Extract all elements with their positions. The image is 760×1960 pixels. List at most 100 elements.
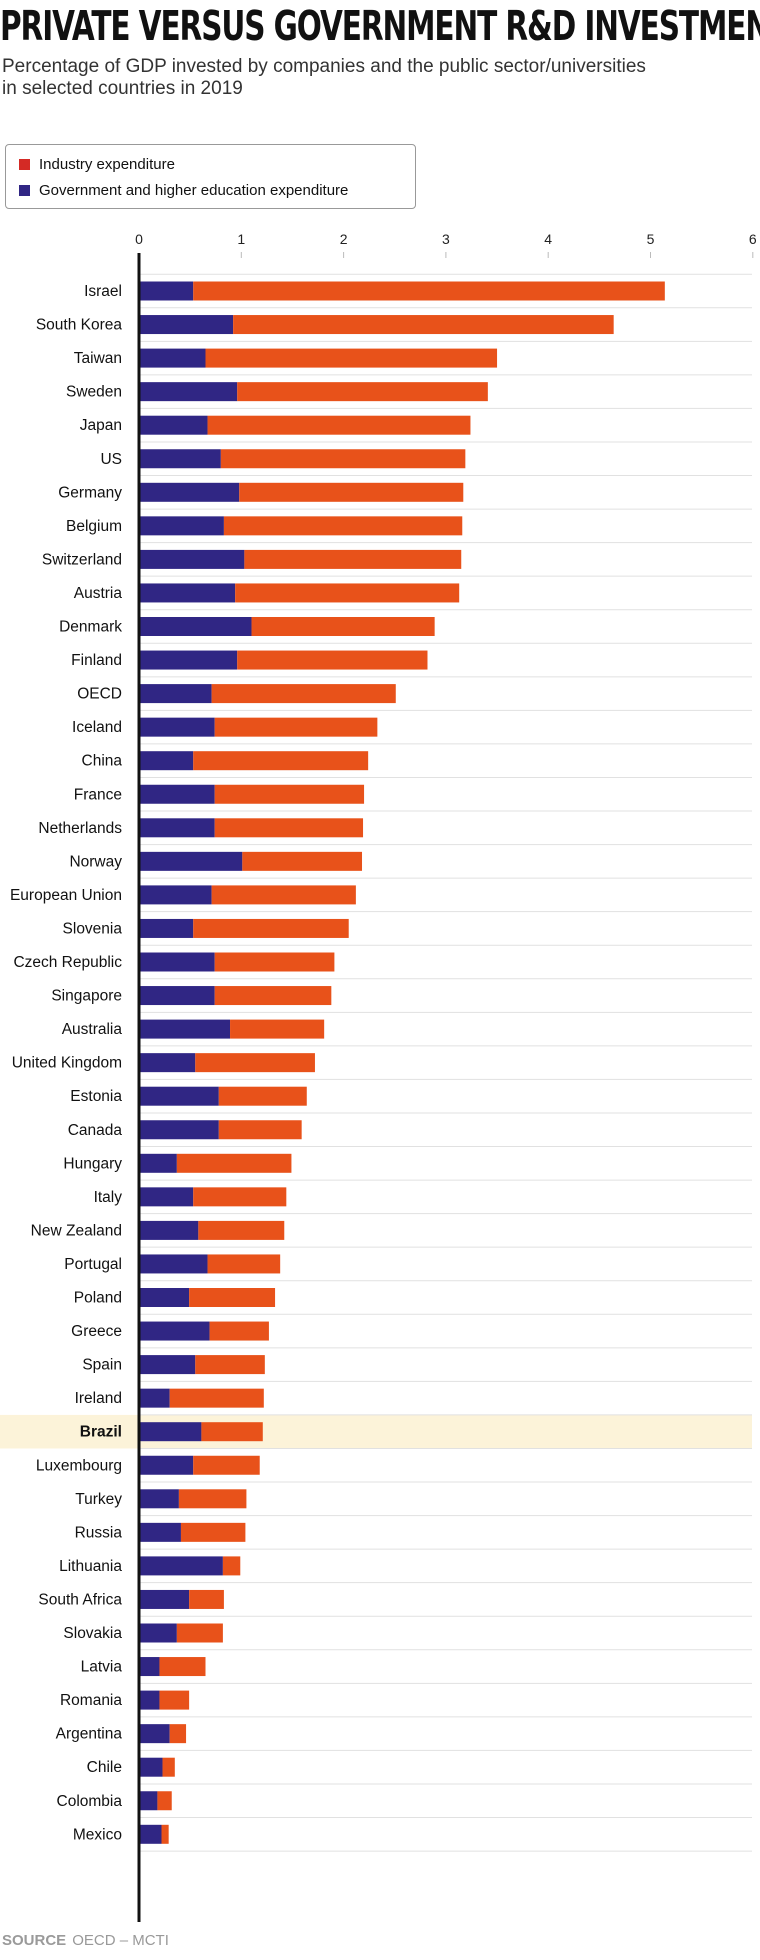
bar-government (139, 281, 194, 301)
bar-government (139, 549, 245, 569)
bar-industry (237, 650, 428, 670)
bar-industry (176, 1153, 292, 1173)
bar-industry (193, 1455, 260, 1475)
bar-government (139, 1589, 190, 1609)
bar-industry (162, 1757, 175, 1777)
category-label: Latvia (81, 1659, 123, 1676)
category-label: South Africa (38, 1591, 122, 1608)
bar-government (139, 918, 194, 938)
bar-government (139, 482, 240, 502)
source-note: SOURCE OECD – MCTI (2, 1932, 169, 1949)
category-label: Czech Republic (13, 954, 122, 971)
bar-industry (193, 918, 349, 938)
bar-government (139, 449, 221, 469)
legend-swatch-industry (19, 158, 30, 170)
bar-government (139, 1556, 223, 1576)
bar-industry (193, 751, 369, 771)
category-label: Finland (71, 652, 122, 669)
bar-government (139, 1288, 190, 1307)
category-label: Italy (94, 1189, 123, 1206)
category-label: Netherlands (38, 820, 122, 837)
bar-industry (207, 415, 471, 435)
bar-industry (214, 818, 364, 838)
bar-government (139, 1791, 158, 1811)
x-tick-label: 0 (135, 231, 143, 247)
bar-industry (207, 1254, 281, 1274)
category-label: Turkey (75, 1491, 122, 1508)
bar-industry (211, 885, 356, 905)
category-label: Austria (74, 585, 123, 602)
bar-government (139, 617, 252, 636)
category-label: Belgium (66, 518, 122, 535)
bar-government (139, 1153, 177, 1173)
bar-industry (189, 1589, 224, 1609)
category-label: Spain (82, 1357, 122, 1374)
bar-government (139, 1220, 199, 1240)
x-tick-label: 3 (442, 231, 450, 247)
bar-industry (242, 851, 363, 871)
x-tick-label: 2 (340, 231, 348, 247)
bar-government (139, 952, 215, 972)
bar-government (139, 784, 215, 804)
bar-industry (169, 1724, 187, 1744)
category-label: Estonia (70, 1088, 122, 1105)
category-label: South Korea (36, 317, 123, 334)
bar-government (139, 1757, 163, 1777)
bar-industry (180, 1522, 246, 1542)
legend-label-industry: Industry expenditure (39, 155, 175, 173)
bar-industry (161, 1824, 169, 1844)
bar-government (139, 818, 215, 838)
bar-government (139, 382, 238, 402)
bar-government (139, 1254, 208, 1274)
legend-label-government: Government and higher education expendit… (39, 181, 349, 199)
bar-industry (157, 1791, 172, 1811)
category-label: Germany (58, 484, 122, 501)
bar-government (139, 1623, 177, 1643)
bar-government (139, 885, 212, 905)
chart-subtitle: Percentage of GDP invested by companies … (2, 56, 646, 99)
bar-industry (218, 1120, 302, 1140)
source-text: OECD – MCTI (72, 1932, 169, 1949)
category-label: Russia (75, 1524, 123, 1541)
category-label: Brazil (80, 1424, 122, 1441)
category-label: Singapore (51, 988, 122, 1005)
legend-item-government: Government and higher education expendit… (19, 180, 348, 200)
category-label: China (82, 753, 123, 770)
bar-industry (159, 1690, 190, 1710)
x-tick-label: 5 (647, 231, 655, 247)
bar-industry (214, 986, 332, 1006)
bar-industry (178, 1489, 247, 1509)
bar-government (139, 315, 234, 335)
bar-industry (211, 684, 396, 704)
category-label: Canada (68, 1122, 123, 1139)
source-label: SOURCE (2, 1932, 67, 1949)
bar-government (139, 1086, 219, 1106)
category-label: Sweden (66, 384, 122, 401)
bar-government (139, 1321, 210, 1341)
bar-industry (195, 1053, 315, 1073)
category-label: Portugal (64, 1256, 122, 1273)
category-label: Switzerland (42, 551, 122, 568)
chart-title: PRIVATE VERSUS GOVERNMENT R&D INVESTMENT (0, 2, 760, 50)
bar-government (139, 1187, 194, 1207)
bar-industry (220, 449, 466, 469)
category-label: Ireland (75, 1390, 122, 1407)
bar-government (139, 1053, 196, 1073)
bar-government (139, 851, 243, 871)
category-label: European Union (10, 887, 122, 904)
category-label: Hungary (63, 1155, 122, 1172)
bar-industry (235, 583, 460, 603)
category-label: Argentina (56, 1726, 123, 1743)
bar-industry (244, 549, 462, 569)
bar-government (139, 415, 208, 435)
category-label: Australia (62, 1021, 123, 1038)
bar-industry (198, 1220, 285, 1240)
bar-industry (189, 1288, 276, 1307)
highlight-band (0, 1414, 752, 1449)
x-tick-label: 6 (749, 231, 757, 247)
category-label: Israel (84, 283, 122, 300)
bar-industry (159, 1657, 206, 1677)
bar-government (139, 1422, 202, 1442)
category-label: Japan (80, 417, 122, 434)
bar-government (139, 1019, 231, 1039)
